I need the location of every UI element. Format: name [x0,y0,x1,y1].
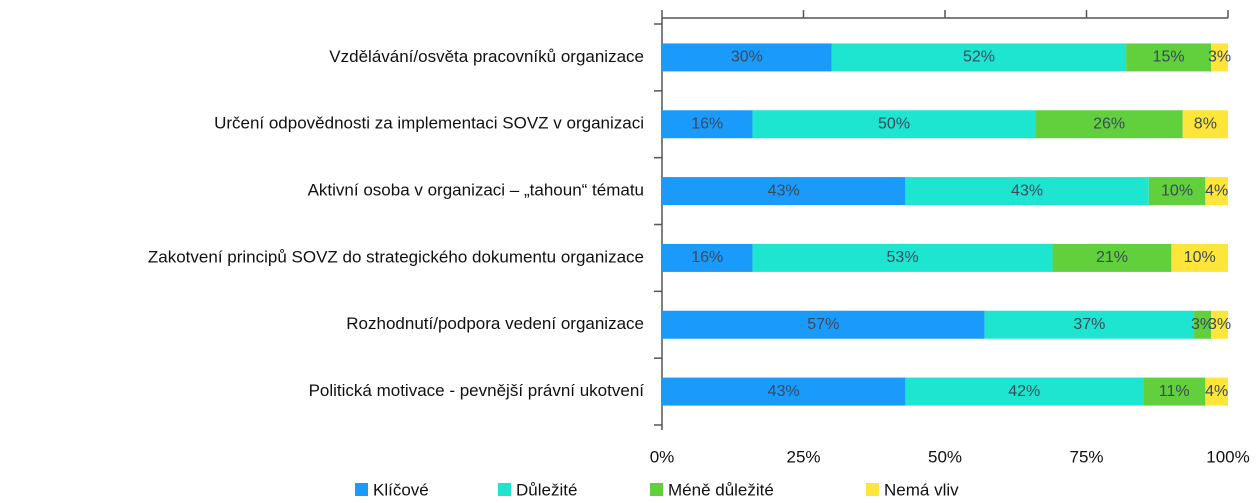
value-label: 52% [963,49,995,66]
bar-segment [831,43,1127,72]
bar-segment [662,310,985,339]
bar-segment [1205,377,1228,406]
value-label: 16% [691,249,723,266]
bar-segment [1035,110,1183,139]
value-label: 11% [1159,383,1190,400]
bar-segment [1052,243,1172,272]
value-label: 26% [1093,115,1125,132]
bar-segment [1126,43,1212,72]
y-tick-label: Vzdělávání/osvěta pracovníků organizace [329,47,644,66]
value-label: 43% [1011,182,1043,199]
y-tick-label: Zakotvení principů SOVZ do strategického… [148,247,644,266]
bar-segment [662,43,832,72]
y-tick-label: Politická motivace - pevnější právní uko… [309,381,645,400]
value-label: 3% [1191,316,1214,333]
y-tick-label: Aktivní osoba v organizaci – „tahoun“ té… [308,181,644,200]
y-tick-label: Rozhodnutí/podpora vedení organizace [346,314,644,333]
bar-segment [1171,243,1228,272]
bar-segment [1148,177,1206,206]
x-tick-label: 75% [1069,447,1103,466]
value-label: 8% [1194,115,1217,132]
bar-segment [1143,377,1206,406]
bar-segment [1194,310,1212,339]
value-label: 37% [1073,316,1105,333]
value-label: 4% [1205,383,1228,400]
value-label: 4% [1205,182,1228,199]
legend-label: Méně důležité [668,480,774,499]
bar-segment [662,243,753,272]
bar-segment [752,243,1053,272]
x-tick-label: 0% [650,447,675,466]
legend-swatch [650,483,663,496]
value-label: 3% [1208,49,1231,66]
bar-segment [752,110,1036,139]
value-label: 30% [731,49,763,66]
value-label: 57% [807,316,839,333]
bar-segment [1211,310,1228,339]
y-tick-label: Určení odpovědnosti za implementaci SOVZ… [214,114,644,133]
legend-label: Nemá vliv [884,480,959,499]
legend-swatch [498,483,511,496]
value-label: 43% [768,383,800,400]
value-label: 10% [1161,182,1193,199]
bar-segment [662,377,906,406]
x-tick-label: 100% [1206,447,1249,466]
legend-label: Klíčové [373,480,429,499]
bar-segment [1182,110,1228,139]
value-label: 43% [768,182,800,199]
value-label: 53% [887,249,919,266]
value-label: 50% [878,115,910,132]
bar-segment [1211,43,1228,72]
bar-segment [905,377,1144,406]
value-label: 15% [1153,49,1185,66]
legend-swatch [355,483,368,496]
x-tick-label: 50% [928,447,962,466]
value-label: 42% [1008,383,1040,400]
x-tick-label: 25% [786,447,820,466]
legend-label: Důležité [516,480,577,499]
bar-segment [984,310,1195,339]
bar-segment [1205,177,1228,206]
value-label: 3% [1208,316,1231,333]
value-label: 16% [691,115,723,132]
bar-segment [662,177,906,206]
bar-segment [905,177,1149,206]
legend-swatch [866,483,879,496]
bar-segment [662,110,753,139]
value-label: 21% [1096,249,1128,266]
value-label: 10% [1184,249,1216,266]
